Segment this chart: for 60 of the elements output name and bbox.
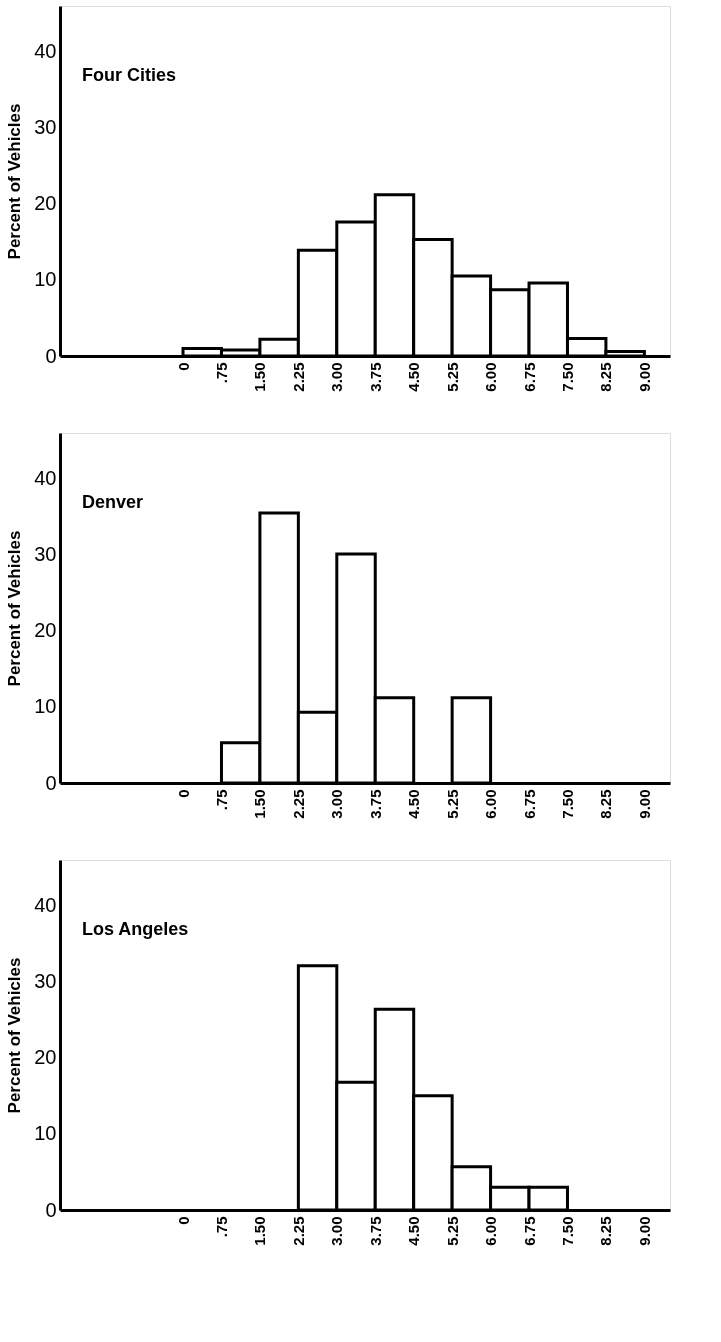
y-tick-label: 10 xyxy=(34,695,57,718)
x-tick-label: 2.25 xyxy=(289,789,307,819)
x-tick-label: 8.25 xyxy=(597,1216,615,1246)
x-tick-label: 4.50 xyxy=(405,362,423,392)
x-tick-label: 7.50 xyxy=(558,1216,576,1246)
y-axis-title: Percent of Vehicles xyxy=(5,957,25,1114)
y-axis-title: Percent of Vehicles xyxy=(5,103,25,260)
y-tick-label: 40 xyxy=(34,894,57,917)
x-tick-label: 6.75 xyxy=(520,1216,538,1246)
x-tick-label: 2.25 xyxy=(289,362,307,392)
x-tick-label: 9.00 xyxy=(635,789,653,819)
x-tick-label: .75 xyxy=(212,789,230,811)
x-tick-label: 1.50 xyxy=(251,362,269,392)
x-tick-label: 3.75 xyxy=(366,789,384,819)
x-tick-label: 4.50 xyxy=(405,1216,423,1246)
y-tick-label: 40 xyxy=(34,467,57,490)
y-tick-label: 0 xyxy=(45,1198,57,1221)
y-tick-label: 30 xyxy=(34,116,57,139)
x-tick-label: 7.50 xyxy=(558,362,576,392)
x-tick-label: 6.75 xyxy=(520,789,538,819)
y-tick-label: 0 xyxy=(45,771,57,794)
x-tick-label: 2.25 xyxy=(289,1216,307,1246)
x-tick-label: 0 xyxy=(174,362,192,371)
x-tick-label: 3.00 xyxy=(328,1216,346,1246)
x-tick-label: 9.00 xyxy=(635,362,653,392)
y-tick-label: 10 xyxy=(34,1122,57,1145)
y-axis-title: Percent of Vehicles xyxy=(5,530,25,687)
x-tick-label: 3.75 xyxy=(366,362,384,392)
x-tick-label: 8.25 xyxy=(597,789,615,819)
x-tick-label: .75 xyxy=(212,1216,230,1238)
x-tick-label: 1.50 xyxy=(251,1216,269,1246)
y-tick-label: 0 xyxy=(45,344,57,367)
x-tick-label: 5.25 xyxy=(443,362,461,392)
y-tick-label: 30 xyxy=(34,970,57,993)
x-tick-label: 6.75 xyxy=(520,362,538,392)
y-tick-label: 20 xyxy=(34,619,57,642)
x-tick-label: 6.00 xyxy=(482,789,500,819)
text: Denver xyxy=(82,492,144,512)
text: Four Cities xyxy=(82,65,177,85)
x-tick-label: .75 xyxy=(212,362,230,384)
y-tick-label: 30 xyxy=(34,543,57,566)
x-tick-label: 6.00 xyxy=(482,362,500,392)
x-tick-label: 3.00 xyxy=(328,789,346,819)
y-tick-label: 20 xyxy=(34,1046,57,1069)
text: Los Angeles xyxy=(82,919,189,939)
x-tick-label: 8.25 xyxy=(597,362,615,392)
x-tick-label: 6.00 xyxy=(482,1216,500,1246)
x-tick-label: 5.25 xyxy=(443,1216,461,1246)
x-tick-label: 5.25 xyxy=(443,789,461,819)
x-tick-label: 1.50 xyxy=(251,789,269,819)
x-tick-label: 0 xyxy=(174,789,192,798)
y-tick-label: 20 xyxy=(34,192,57,215)
x-tick-label: 4.50 xyxy=(405,789,423,819)
x-tick-label: 7.50 xyxy=(558,789,576,819)
y-tick-label: 10 xyxy=(34,268,57,291)
x-tick-label: 3.75 xyxy=(366,1216,384,1246)
x-tick-label: 3.00 xyxy=(328,362,346,392)
x-tick-label: 0 xyxy=(174,1216,192,1225)
x-tick-label: 9.00 xyxy=(635,1216,653,1246)
y-tick-label: 40 xyxy=(34,40,57,63)
